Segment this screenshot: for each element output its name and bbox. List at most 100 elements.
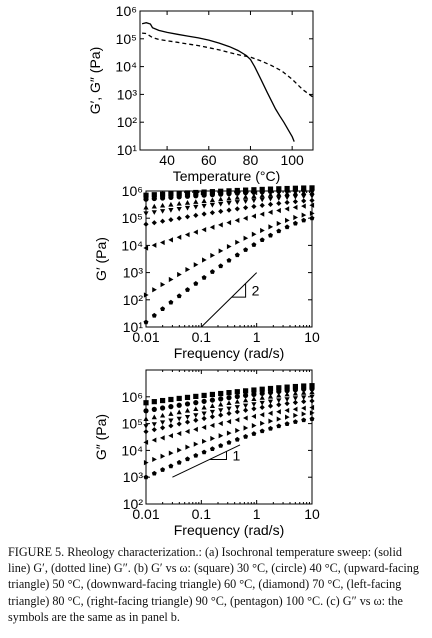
data-point-diamond — [176, 215, 182, 221]
data-point-diamond — [259, 202, 265, 209]
data-point-triangle-up — [209, 403, 215, 408]
data-point-triangle-up — [168, 411, 174, 416]
data-point-circle — [201, 192, 207, 198]
data-point-triangle-up — [309, 189, 315, 195]
data-point-pentagon — [193, 281, 199, 286]
data-point-diamond — [251, 406, 257, 412]
data-point-triangle-right — [143, 460, 149, 466]
data-point-diamond — [292, 199, 298, 205]
data-point-circle — [259, 390, 265, 396]
data-point-square — [276, 385, 282, 391]
data-point-triangle-right — [268, 224, 274, 230]
data-point-circle — [292, 187, 298, 193]
x-tick-label: 1 — [253, 329, 261, 345]
data-point-triangle-down — [243, 403, 249, 409]
data-point-triangle-up — [234, 398, 240, 404]
data-point-triangle-right — [235, 427, 240, 434]
y-tick-label: 10¹ — [123, 319, 144, 335]
data-point-square — [259, 386, 265, 392]
data-point-diamond — [234, 409, 240, 415]
data-point-pentagon — [251, 431, 257, 436]
data-point-triangle-up — [259, 192, 265, 198]
data-point-square — [234, 187, 240, 194]
y-tick-label: 10⁵ — [116, 31, 137, 47]
data-point-triangle-up — [184, 200, 191, 205]
data-point-triangle-right — [218, 433, 224, 439]
data-point-square — [151, 399, 157, 405]
data-point-triangle-left — [176, 234, 182, 240]
data-point-square — [209, 189, 215, 195]
data-point-diamond — [160, 218, 166, 224]
data-point-pentagon — [168, 463, 174, 469]
data-point-pentagon — [201, 449, 207, 455]
data-point-circle — [243, 392, 249, 399]
axes-frame — [139, 10, 314, 151]
data-point-square — [184, 394, 191, 401]
data-point-pentagon — [292, 220, 298, 226]
data-point-triangle-left — [193, 229, 198, 235]
data-point-circle — [176, 194, 182, 200]
data-point-triangle-down — [234, 200, 240, 205]
data-point-triangle-right — [168, 276, 174, 283]
data-point-triangle-down — [143, 424, 149, 429]
data-point-triangle-up — [276, 191, 282, 197]
data-point-diamond — [184, 214, 191, 220]
data-point-triangle-right — [168, 450, 174, 456]
data-point-circle — [284, 388, 290, 394]
data-point-diamond — [251, 203, 257, 210]
data-point-triangle-down — [276, 196, 282, 201]
data-point-triangle-right — [185, 266, 191, 273]
data-point-triangle-right — [226, 430, 232, 436]
x-tick-label: 10 — [304, 329, 320, 345]
data-point-triangle-right — [177, 447, 182, 453]
data-point-triangle-up — [218, 401, 224, 407]
data-point-triangle-right — [301, 411, 307, 417]
data-point-diamond — [284, 400, 290, 407]
data-point-triangle-up — [259, 395, 265, 400]
data-point-diamond — [243, 407, 249, 413]
data-point-triangle-right — [235, 239, 240, 245]
x-tick-label: 10 — [304, 506, 320, 522]
data-point-triangle-left — [276, 409, 281, 415]
data-point-triangle-left — [226, 419, 232, 425]
data-point-diamond — [184, 419, 191, 425]
data-point-triangle-up — [201, 198, 207, 203]
data-point-square — [160, 397, 166, 404]
data-point-diamond — [209, 414, 215, 420]
data-point-diamond — [168, 423, 174, 429]
data-point-circle — [209, 397, 215, 403]
data-point-diamond — [276, 402, 282, 408]
data-point-triangle-left — [251, 213, 256, 219]
data-point-triangle-up — [168, 201, 174, 207]
data-point-circle — [226, 191, 232, 197]
data-point-triangle-right — [309, 210, 315, 217]
data-point-square — [292, 383, 298, 390]
data-point-triangle-down — [276, 398, 282, 404]
data-point-diamond — [151, 427, 157, 433]
y-tick-label: 10⁶ — [116, 3, 137, 19]
data-point-triangle-left — [309, 202, 315, 208]
data-point-pentagon — [301, 417, 307, 423]
y-tick-label: 10⁴ — [121, 237, 143, 253]
data-point-square — [193, 393, 199, 400]
data-point-square — [168, 191, 174, 197]
data-point-triangle-down — [259, 197, 265, 203]
data-point-triangle-right — [285, 414, 290, 420]
data-point-triangle-left — [284, 206, 290, 212]
data-point-triangle-up — [284, 190, 290, 196]
x-axis-label: Frequency (rad/s) — [174, 345, 284, 361]
data-point-triangle-down — [184, 205, 191, 211]
data-point-pentagon — [193, 452, 199, 458]
data-point-pentagon — [309, 215, 315, 221]
data-point-pentagon — [284, 224, 290, 230]
data-point-triangle-down — [151, 422, 157, 427]
slope-label: 1 — [232, 447, 240, 463]
data-point-triangle-right — [243, 235, 249, 241]
data-point-pentagon — [276, 423, 282, 429]
data-point-diamond — [151, 220, 157, 226]
data-point-circle — [284, 188, 290, 194]
data-point-triangle-right — [285, 217, 290, 223]
data-point-triangle-up — [143, 204, 149, 210]
data-point-triangle-up — [218, 196, 224, 202]
data-point-diamond — [168, 217, 174, 223]
